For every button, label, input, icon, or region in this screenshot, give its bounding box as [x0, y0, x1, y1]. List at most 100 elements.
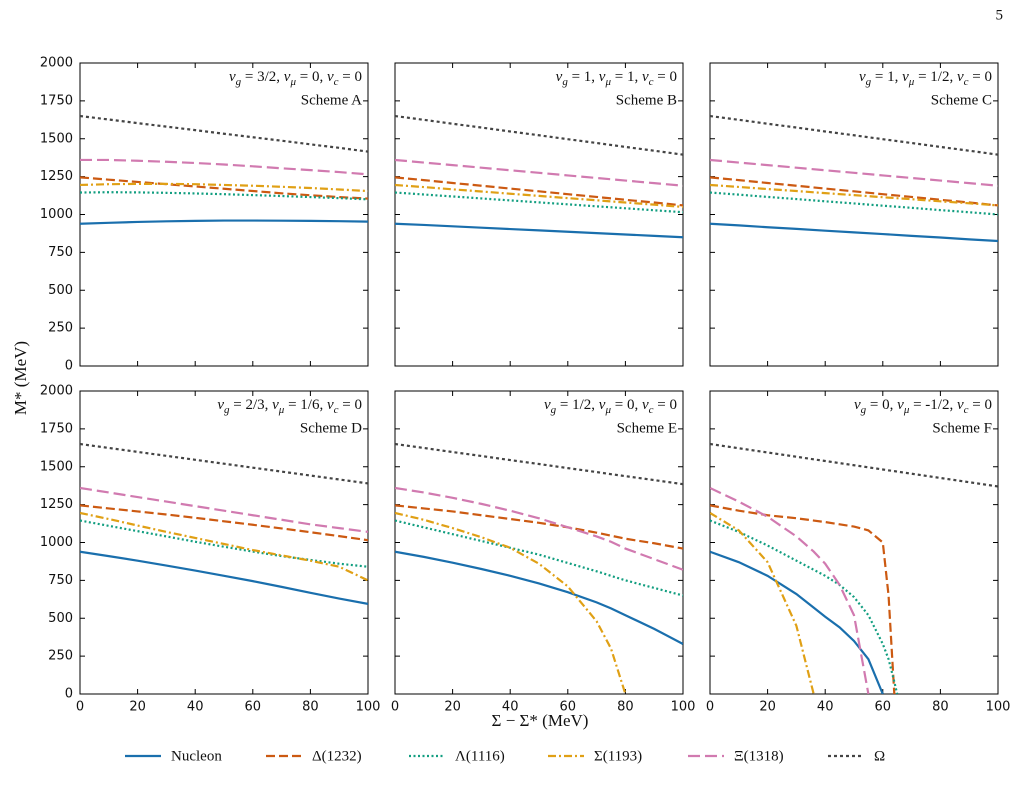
x-tick-label: 60	[560, 700, 577, 715]
parameter-text: = 1,	[611, 69, 642, 85]
series-line	[395, 519, 683, 597]
series-line	[710, 550, 884, 694]
parameter-text: = 0	[654, 69, 677, 85]
y-tick-label: 750	[48, 573, 73, 588]
parameter-text: ν	[284, 69, 291, 85]
subscript: c	[964, 404, 969, 416]
parameter-text: ν	[897, 397, 904, 413]
parameter-text: = 1,	[568, 69, 599, 85]
scheme-label: Scheme F	[932, 420, 992, 436]
parameter-text: = 0	[339, 397, 362, 413]
series-line	[80, 158, 368, 176]
x-tick-label: 0	[76, 700, 84, 715]
parameters: νg = 1/2, νμ = 0, νc = 0	[544, 397, 677, 415]
y-tick-label: 1750	[40, 93, 73, 108]
parameter-text: = 1/6,	[284, 397, 327, 413]
scheme-label: Scheme D	[300, 420, 362, 436]
series-line	[395, 183, 683, 209]
series-line	[80, 511, 368, 582]
series-line	[395, 486, 683, 571]
series-line	[80, 442, 368, 485]
subscript: μ	[289, 76, 296, 88]
parameter-text: ν	[217, 397, 224, 413]
parameter-text: = 0	[969, 69, 992, 85]
y-tick-label: 500	[48, 283, 73, 298]
parameter-text: = 1/2,	[914, 69, 957, 85]
series-line	[395, 176, 683, 207]
x-tick-label: 80	[617, 700, 634, 715]
y-tick-label: 1000	[40, 207, 73, 222]
series-line	[80, 550, 368, 605]
y-tick-label: 1250	[40, 497, 73, 512]
x-tick-label: 20	[444, 700, 461, 715]
series-line	[710, 183, 998, 207]
series-line	[395, 511, 627, 694]
series-line	[710, 158, 998, 187]
y-tick-label: 2000	[40, 384, 73, 399]
subscript: μ	[908, 76, 915, 88]
parameter-text: ν	[599, 397, 606, 413]
parameter-text: = 1/2,	[556, 397, 599, 413]
subscript: μ	[278, 404, 285, 416]
series-line	[80, 486, 368, 533]
parameter-text: ν	[556, 69, 563, 85]
y-tick-label: 2000	[40, 56, 73, 71]
parameter-text: = 0,	[296, 69, 327, 85]
x-tick-label: 100	[356, 700, 381, 715]
x-tick-label: 0	[391, 700, 399, 715]
subscript: g	[236, 76, 242, 88]
y-tick-label: 1750	[40, 421, 73, 436]
x-tick-label: 60	[245, 700, 262, 715]
subscript: g	[551, 404, 557, 416]
parameters: νg = 0, νμ = -1/2, νc = 0	[854, 397, 992, 415]
parameter-text: ν	[272, 397, 279, 413]
parameter-text: = 0	[339, 69, 362, 85]
x-tick-label: 20	[759, 700, 776, 715]
legend-label: Ω	[874, 748, 885, 764]
parameter-text: ν	[327, 69, 334, 85]
panel-frame	[394, 62, 684, 367]
x-tick-label: 80	[302, 700, 319, 715]
series-line	[395, 550, 683, 645]
y-tick-label: 1000	[40, 535, 73, 550]
y-tick-label: 0	[65, 359, 73, 374]
series-line	[80, 504, 368, 542]
parameter-text: ν	[854, 397, 861, 413]
series-line	[80, 519, 368, 568]
x-tick-label: 100	[986, 700, 1011, 715]
parameter-text: ν	[229, 69, 236, 85]
y-tick-label: 250	[48, 649, 73, 664]
series-line	[710, 176, 998, 207]
x-tick-label: 100	[671, 700, 696, 715]
parameter-text: ν	[544, 397, 551, 413]
x-tick-label: 40	[817, 700, 834, 715]
panel-frame	[394, 390, 684, 695]
parameter-text: ν	[642, 397, 649, 413]
series-line	[395, 504, 683, 550]
panel-frame	[709, 390, 999, 695]
y-tick-label: 0	[65, 687, 73, 702]
subscript: c	[334, 404, 339, 416]
series-line	[710, 486, 870, 694]
series-line	[710, 114, 998, 156]
subscript: c	[649, 76, 654, 88]
legend-label: Δ(1232)	[312, 748, 362, 764]
parameter-text: ν	[902, 69, 909, 85]
legend-label: Nucleon	[171, 748, 222, 764]
series-line	[395, 114, 683, 156]
series-line	[710, 512, 815, 694]
scheme-label: Scheme E	[617, 420, 677, 436]
parameter-text: ν	[599, 69, 606, 85]
series-line	[710, 191, 998, 216]
subscript: g	[866, 76, 872, 88]
scheme-label: Scheme B	[616, 92, 677, 108]
legend-label: Σ(1193)	[594, 748, 642, 764]
subscript: μ	[903, 404, 910, 416]
y-tick-label: 750	[48, 245, 73, 260]
subscript: g	[224, 404, 230, 416]
parameter-text: ν	[957, 397, 964, 413]
series-line	[710, 519, 899, 694]
parameter-text: = 1,	[871, 69, 902, 85]
panel-frame	[79, 390, 369, 695]
series-line	[80, 114, 368, 153]
